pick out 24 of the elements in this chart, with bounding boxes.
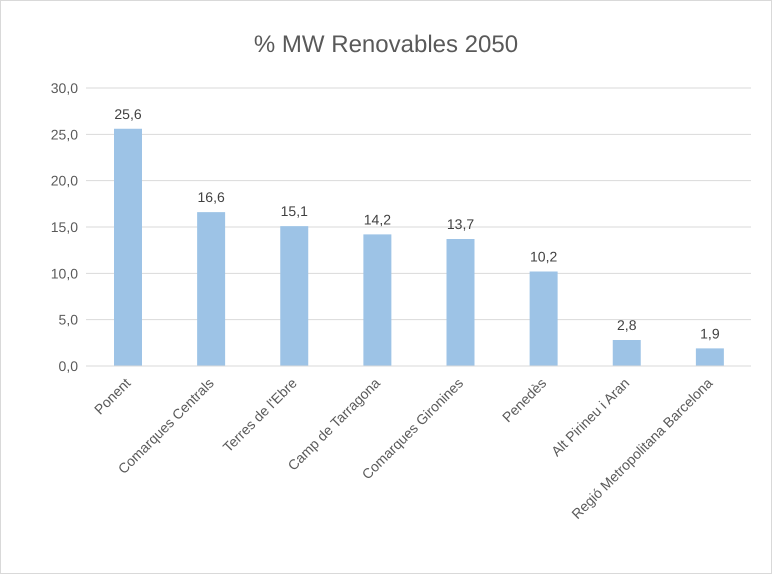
y-tick-label: 25,0 bbox=[50, 126, 78, 142]
data-label: 13,7 bbox=[446, 216, 474, 232]
bar bbox=[197, 212, 226, 366]
data-label: 10,2 bbox=[530, 248, 558, 264]
data-label: 2,8 bbox=[617, 317, 637, 334]
data-label: 15,1 bbox=[280, 203, 308, 220]
data-label: 14,2 bbox=[364, 211, 392, 228]
chart-title: % MW Renovables 2050 bbox=[252, 31, 520, 59]
bar bbox=[446, 239, 474, 366]
y-tick-label: 0,0 bbox=[58, 358, 78, 374]
data-label: 25,6 bbox=[114, 106, 142, 122]
bar bbox=[530, 271, 558, 366]
data-label: 16,6 bbox=[198, 189, 225, 206]
y-tick-label: 20,0 bbox=[50, 172, 78, 189]
y-tick-label: 10,0 bbox=[50, 265, 78, 282]
y-tick-label: 5,0 bbox=[58, 312, 78, 328]
bar bbox=[280, 226, 308, 366]
y-tick-label: 30,0 bbox=[50, 80, 78, 96]
y-tick-label: 15,0 bbox=[50, 218, 78, 235]
bar bbox=[612, 340, 641, 366]
bar bbox=[363, 234, 392, 366]
data-label: 1,9 bbox=[700, 325, 720, 342]
bar bbox=[696, 348, 724, 366]
bar bbox=[114, 128, 142, 366]
